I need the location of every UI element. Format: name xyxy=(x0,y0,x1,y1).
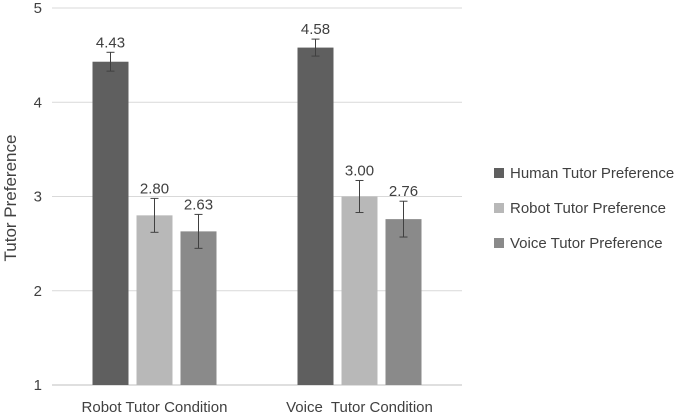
bar xyxy=(297,47,334,386)
data-label: 3.00 xyxy=(345,162,374,179)
bar xyxy=(92,61,129,385)
legend-swatch xyxy=(494,168,504,178)
y-tick-label: 3 xyxy=(34,189,42,206)
data-label: 2.76 xyxy=(389,183,418,200)
x-category-labels: Robot Tutor Condition Voice Tutor Conditi… xyxy=(82,399,433,416)
x-category-label: Robot Tutor Condition xyxy=(82,399,228,416)
bars xyxy=(92,47,422,386)
bar xyxy=(180,231,217,385)
data-label: 2.80 xyxy=(140,180,169,197)
y-tick-label: 4 xyxy=(34,94,42,111)
legend-swatch xyxy=(494,203,504,213)
data-label: 4.58 xyxy=(301,21,330,38)
bar xyxy=(341,196,378,385)
legend-label: Robot Tutor Preference xyxy=(510,200,666,217)
y-tick-label: 1 xyxy=(34,377,42,394)
legend-swatch xyxy=(494,238,504,248)
data-labels: 4.43 2.80 2.63 4.58 3.00 2.76 xyxy=(96,21,418,213)
legend-label: Voice Tutor Preference xyxy=(510,235,663,252)
y-axis-label: Tutor Preference xyxy=(1,135,20,262)
bar xyxy=(385,219,422,385)
data-label: 4.43 xyxy=(96,34,125,51)
y-tick-label: 2 xyxy=(34,283,42,300)
error-bars xyxy=(106,38,408,249)
legend: Human Tutor Preference Robot Tutor Prefer… xyxy=(494,165,674,252)
data-label: 2.63 xyxy=(184,196,213,213)
y-tick-labels: 1 2 3 4 5 xyxy=(34,0,42,394)
x-category-label: Voice Tutor Condition xyxy=(286,399,433,416)
bar xyxy=(136,215,173,385)
legend-label: Human Tutor Preference xyxy=(510,165,674,182)
y-tick-label: 5 xyxy=(34,0,42,17)
